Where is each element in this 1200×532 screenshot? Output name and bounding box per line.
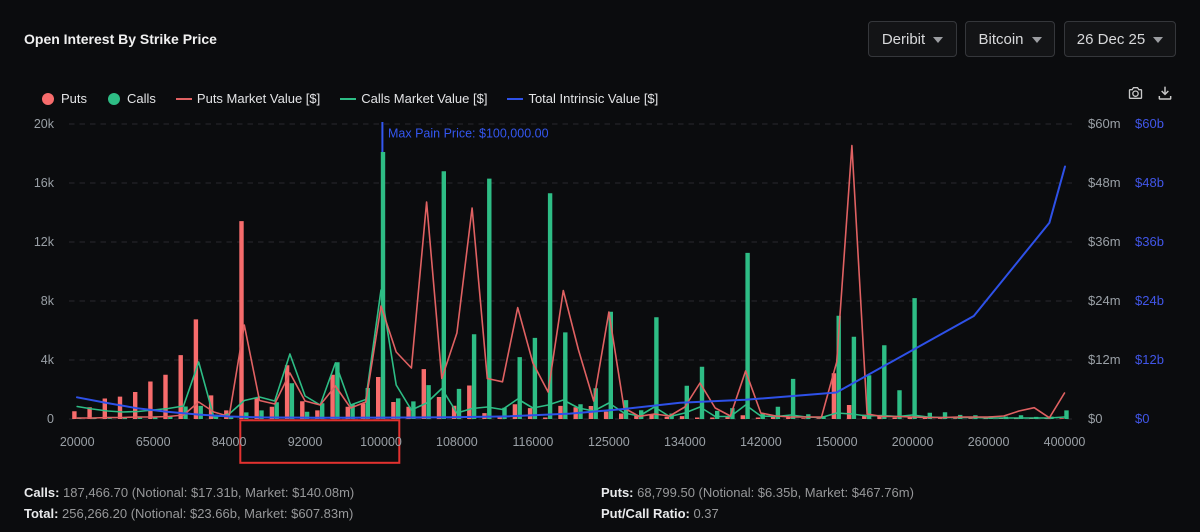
svg-text:400000: 400000 [1044,435,1086,449]
svg-text:16k: 16k [34,176,55,190]
svg-text:Max Pain Price: $100,000.00: Max Pain Price: $100,000.00 [388,127,549,141]
svg-text:200000: 200000 [892,435,934,449]
svg-text:142000: 142000 [740,435,782,449]
svg-text:20000: 20000 [60,435,95,449]
svg-text:134000: 134000 [664,435,706,449]
svg-text:260000: 260000 [968,435,1010,449]
svg-text:20k: 20k [34,117,55,131]
svg-text:$24m: $24m [1088,293,1121,308]
svg-text:$36b: $36b [1135,234,1164,249]
svg-text:92000: 92000 [288,435,323,449]
svg-text:12k: 12k [34,235,55,249]
svg-text:0: 0 [47,412,54,426]
svg-text:100000: 100000 [360,435,402,449]
svg-text:$60m: $60m [1088,116,1121,131]
svg-text:8k: 8k [41,294,55,308]
svg-text:125000: 125000 [588,435,630,449]
svg-text:$0: $0 [1135,411,1149,426]
svg-text:108000: 108000 [436,435,478,449]
svg-text:$48m: $48m [1088,175,1121,190]
svg-text:4k: 4k [41,353,55,367]
svg-text:$60b: $60b [1135,116,1164,131]
svg-text:65000: 65000 [136,435,171,449]
svg-text:$12b: $12b [1135,352,1164,367]
svg-text:150000: 150000 [816,435,858,449]
svg-text:$0: $0 [1088,411,1102,426]
svg-text:$12m: $12m [1088,352,1121,367]
svg-text:$24b: $24b [1135,293,1164,308]
svg-text:84000: 84000 [212,435,247,449]
svg-text:116000: 116000 [513,435,554,449]
svg-text:$36m: $36m [1088,234,1121,249]
svg-text:$48b: $48b [1135,175,1164,190]
